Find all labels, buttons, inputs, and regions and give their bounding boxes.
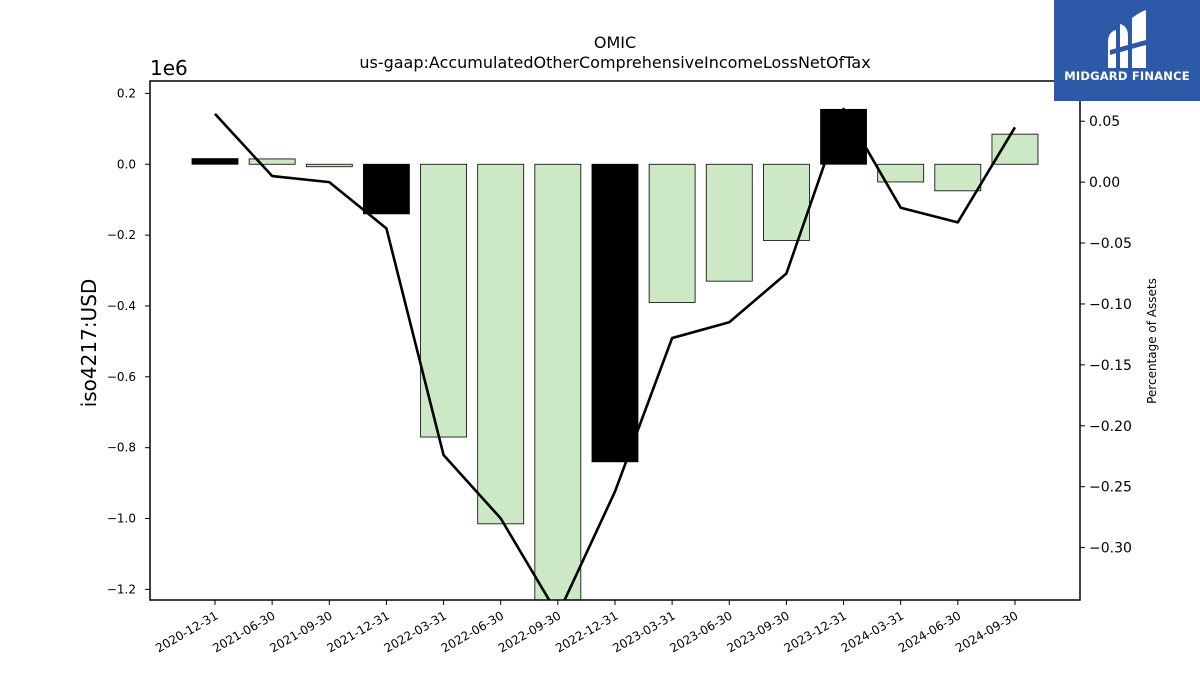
x-tick-label: 2023-12-31 (782, 608, 849, 655)
x-tick-label: 2024-09-30 (953, 608, 1020, 655)
y-tick-label: 0.2 (117, 86, 136, 100)
y2-tick-label: −0.05 (1089, 236, 1132, 252)
bar-2022-06-30 (477, 163, 525, 525)
midgard-logo-icon (1108, 10, 1146, 68)
bar-2023-03-31 (648, 163, 696, 303)
y-tick-label: −1.0 (107, 512, 136, 526)
bar-2021-06-30 (248, 158, 296, 165)
y2-tick-label: 0.00 (1089, 175, 1120, 191)
y2-tick-label: −0.20 (1089, 419, 1132, 435)
y-tick-label: −0.6 (107, 370, 136, 384)
bar-2023-06-30 (705, 163, 753, 282)
x-tick-label: 2020-12-31 (153, 608, 220, 655)
y-axis-label: iso4217:USD (77, 279, 101, 408)
midgard-finance-logo: MIDGARD FINANCE (1054, 0, 1200, 101)
assets-percentage-line (214, 107, 1017, 600)
x-tick-label: 2024-06-30 (896, 608, 963, 655)
bar-2021-12-31 (363, 163, 410, 215)
bar-2024-09-30 (991, 133, 1039, 165)
x-tick-label: 2022-06-30 (439, 608, 506, 655)
y2-tick-label: −0.15 (1089, 358, 1132, 374)
bar-series (191, 108, 1039, 600)
bar-2022-09-30 (534, 163, 582, 600)
y2-tick-label: −0.10 (1089, 297, 1132, 313)
x-tick-label: 2021-12-31 (325, 608, 392, 655)
bar-2024-06-30 (934, 163, 982, 192)
chart-title: OMIC (594, 33, 636, 52)
bar-2022-12-31 (591, 163, 639, 463)
y2-tick-label: −0.25 (1089, 480, 1132, 496)
y-exponent-label: 1e6 (150, 56, 188, 80)
y-tick-label: −1.2 (107, 582, 136, 596)
bar-2021-09-30 (305, 163, 353, 168)
x-tick-label: 2023-06-30 (667, 608, 734, 655)
chart-subtitle: us-gaap:AccumulatedOtherComprehensiveInc… (359, 53, 870, 72)
x-tick-label: 2022-09-30 (496, 608, 563, 655)
x-tick-label: 2022-12-31 (553, 608, 620, 655)
x-tick-label: 2023-09-30 (724, 608, 791, 655)
y-tick-label: −0.2 (107, 228, 136, 242)
y-tick-label: −0.4 (107, 299, 136, 313)
x-tick-label: 2022-03-31 (382, 608, 449, 655)
y-tick-label: 0.0 (117, 157, 136, 171)
y2-axis-ticks: 0.05 0.00 −0.05 −0.10 −0.15 −0.20 −0.25 −0.30 (1080, 114, 1132, 557)
line-series (214, 107, 1017, 600)
x-tick-label: 2021-09-30 (267, 608, 334, 655)
x-axis-ticks: 2020-12-312021-06-302021-09-302021-12-31… (153, 600, 1020, 655)
y-tick-label: −0.8 (107, 441, 136, 455)
y-axis-ticks: 0.2 0.0 −0.2 −0.4 −0.6 −0.8 −1.0 −1.2 (107, 86, 150, 596)
x-tick-label: 2021-06-30 (210, 608, 277, 655)
x-tick-label: 2024-03-31 (839, 608, 906, 655)
bar-2020-12-31 (191, 158, 239, 165)
logo-text: MIDGARD FINANCE (1064, 69, 1190, 83)
y2-tick-label: 0.05 (1089, 114, 1120, 130)
y2-axis-label: Percentage of Assets (1145, 278, 1159, 404)
plot-frame (149, 80, 1081, 601)
y2-tick-label: −0.30 (1089, 541, 1132, 557)
x-tick-label: 2023-03-31 (610, 608, 677, 655)
bar-2024-03-31 (877, 163, 925, 183)
